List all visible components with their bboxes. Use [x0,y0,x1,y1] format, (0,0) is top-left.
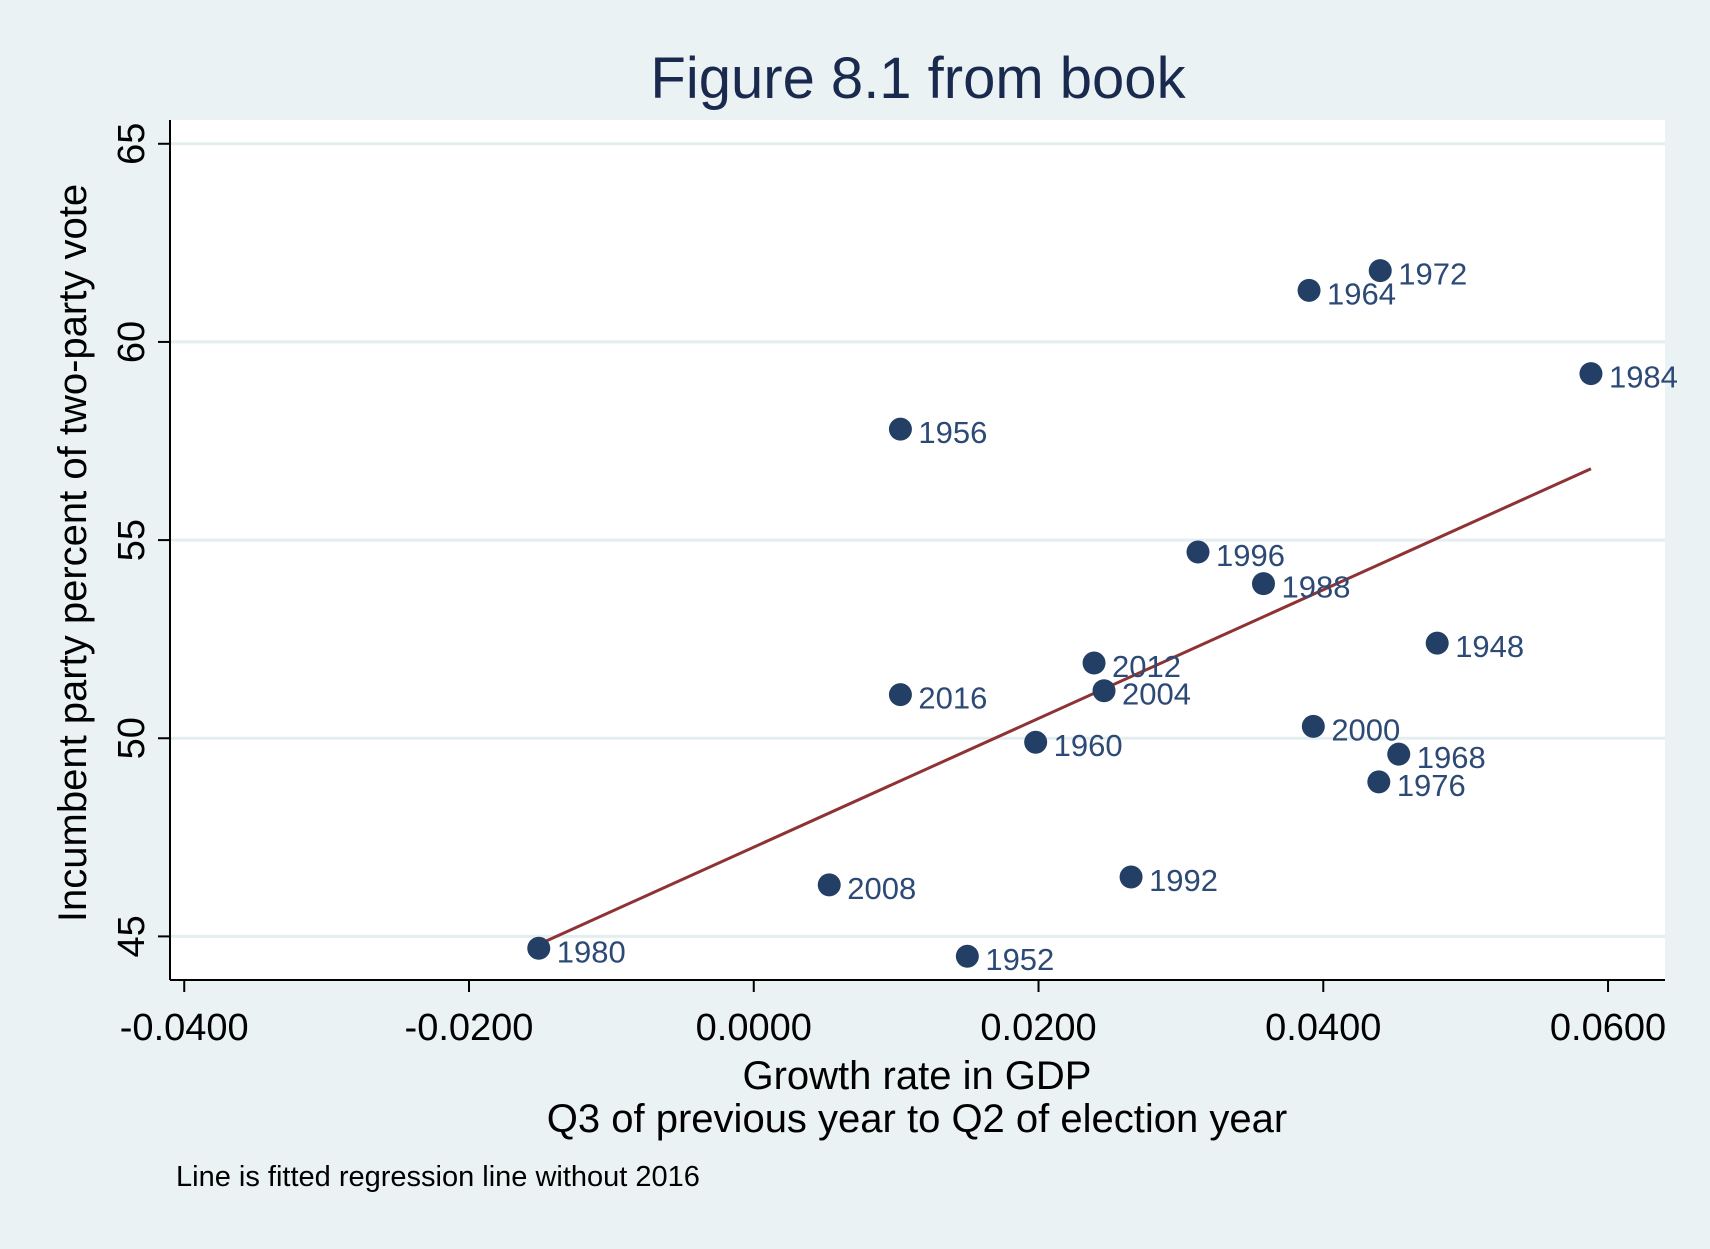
y-tick-label: 50 [111,717,153,759]
data-point-1964 [1297,278,1321,302]
point-label-2008: 2008 [847,871,916,906]
x-tick-label: 0.0400 [1265,1007,1381,1049]
data-point-2016 [888,683,912,707]
point-label-1956: 1956 [918,415,987,450]
point-label-1952: 1952 [985,942,1054,977]
regression-line [538,467,1592,946]
data-point-1976 [1367,770,1391,794]
fit-line-layer [538,467,1592,946]
point-label-2004: 2004 [1122,677,1191,712]
data-point-1956 [888,417,912,441]
y-tick-label: 65 [111,123,153,165]
point-label-1976: 1976 [1397,768,1466,803]
point-label-2016: 2016 [918,681,987,716]
gridlines [170,142,1665,938]
data-point-1948 [1425,631,1449,655]
data-point-2000 [1301,714,1325,738]
y-axis-title: Incumbent party percent of two-party vot… [51,184,95,922]
point-labels-layer: 1948 1952 1956 1960 1964 1968 1972 1976 1980 1984… [557,257,1678,978]
data-point-2012 [1082,651,1106,675]
data-point-1968 [1387,742,1411,766]
point-label-1972: 1972 [1398,257,1467,292]
x-axis-title: Growth rate in GDP [742,1054,1091,1098]
data-point-1980 [527,936,551,960]
points-layer [527,259,1603,968]
point-label-2012: 2012 [1112,649,1181,684]
point-label-1980: 1980 [557,934,626,969]
chart-title: Figure 8.1 from book [650,46,1186,111]
x-axis-subtitle: Q3 of previous year to Q2 of election ye… [547,1097,1287,1141]
chart-note: Line is fitted regression line without 2… [176,1161,700,1193]
x-tick-label: 0.0600 [1550,1007,1666,1049]
point-label-1996: 1996 [1216,538,1285,573]
point-label-1988: 1988 [1281,570,1350,605]
x-tick-label: -0.0200 [405,1007,534,1049]
point-label-2000: 2000 [1331,712,1400,747]
data-point-1992 [1119,865,1143,889]
data-point-1988 [1251,572,1275,596]
point-label-1992: 1992 [1149,863,1218,898]
y-tick-label: 60 [111,321,153,363]
y-tick-label: 45 [111,915,153,957]
y-tick-label: 55 [111,519,153,561]
data-point-2008 [817,873,841,897]
point-label-1964: 1964 [1327,276,1396,311]
plot-area [170,120,1665,980]
point-label-1960: 1960 [1054,728,1123,763]
x-tick-label: 0.0000 [696,1007,812,1049]
data-point-1952 [955,944,979,968]
point-label-1968: 1968 [1417,740,1486,775]
data-point-1972 [1368,259,1392,283]
x-tick-label: -0.0400 [120,1007,249,1049]
point-label-1984: 1984 [1609,360,1678,395]
x-tick-label: 0.0200 [980,1007,1096,1049]
axes: -0.0400 -0.0200 0.0000 0.0200 0.0400 0.0600 45… [111,120,1666,1049]
point-label-1948: 1948 [1455,629,1524,664]
data-point-1984 [1579,362,1603,386]
data-point-1996 [1186,540,1210,564]
data-point-2004 [1092,679,1116,703]
data-point-1960 [1024,730,1048,754]
